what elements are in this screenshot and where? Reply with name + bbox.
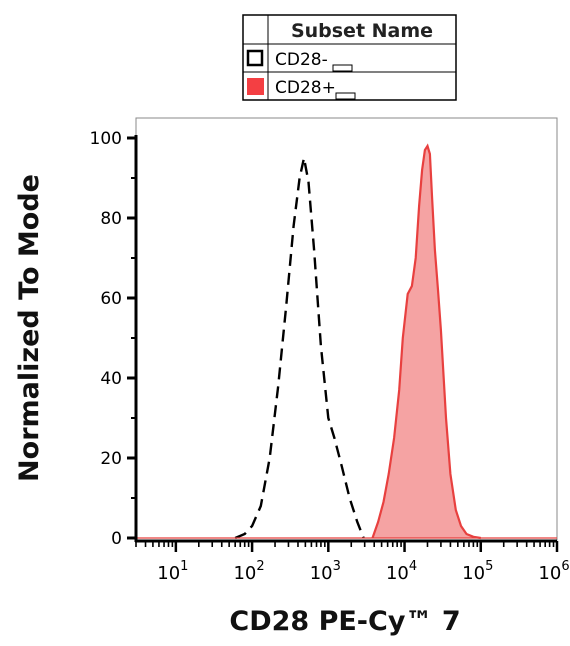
legend-swatch-cd28-pos — [247, 78, 264, 95]
legend-cd28-neg-value-box — [332, 64, 353, 72]
legend-entry-cd28-neg: CD28- — [275, 50, 328, 70]
x-axis: 101 102 103 104 105 106 — [135, 539, 570, 584]
x-tick-label: 104 — [386, 559, 417, 584]
x-tick-label: 106 — [538, 559, 569, 584]
x-tick-label: 105 — [462, 559, 493, 584]
series-layer — [136, 143, 557, 540]
legend-frame — [242, 14, 457, 101]
x-tick-label: 103 — [310, 559, 341, 584]
series-cd28-fill — [372, 146, 481, 538]
legend: Subset Name CD28- CD28+ — [242, 14, 457, 101]
plot-frame — [135, 117, 558, 541]
y-axis: 0 20 40 60 80 100 — [90, 129, 138, 549]
x-tick-label: 101 — [157, 559, 188, 584]
series-cd28-line — [234, 157, 365, 540]
legend-swatch-cd28-neg — [246, 49, 264, 67]
series-cd28-line — [371, 143, 481, 540]
y-tick-label: 80 — [100, 209, 122, 229]
x-axis-title: CD28 PE-Cy™ 7 — [229, 606, 460, 637]
legend-header: Subset Name — [291, 20, 433, 42]
y-tick-label: 20 — [100, 449, 122, 469]
legend-entry-cd28-pos: CD28+ — [275, 78, 336, 98]
x-tick-label: 102 — [233, 559, 264, 584]
y-tick-label: 100 — [90, 129, 122, 149]
legend-cd28-pos-value-box — [335, 92, 356, 100]
y-axis-title: Normalized To Mode — [14, 174, 45, 482]
y-tick-label: 60 — [100, 289, 122, 309]
y-tick-label: 40 — [100, 369, 122, 389]
y-tick-label: 0 — [111, 529, 122, 549]
